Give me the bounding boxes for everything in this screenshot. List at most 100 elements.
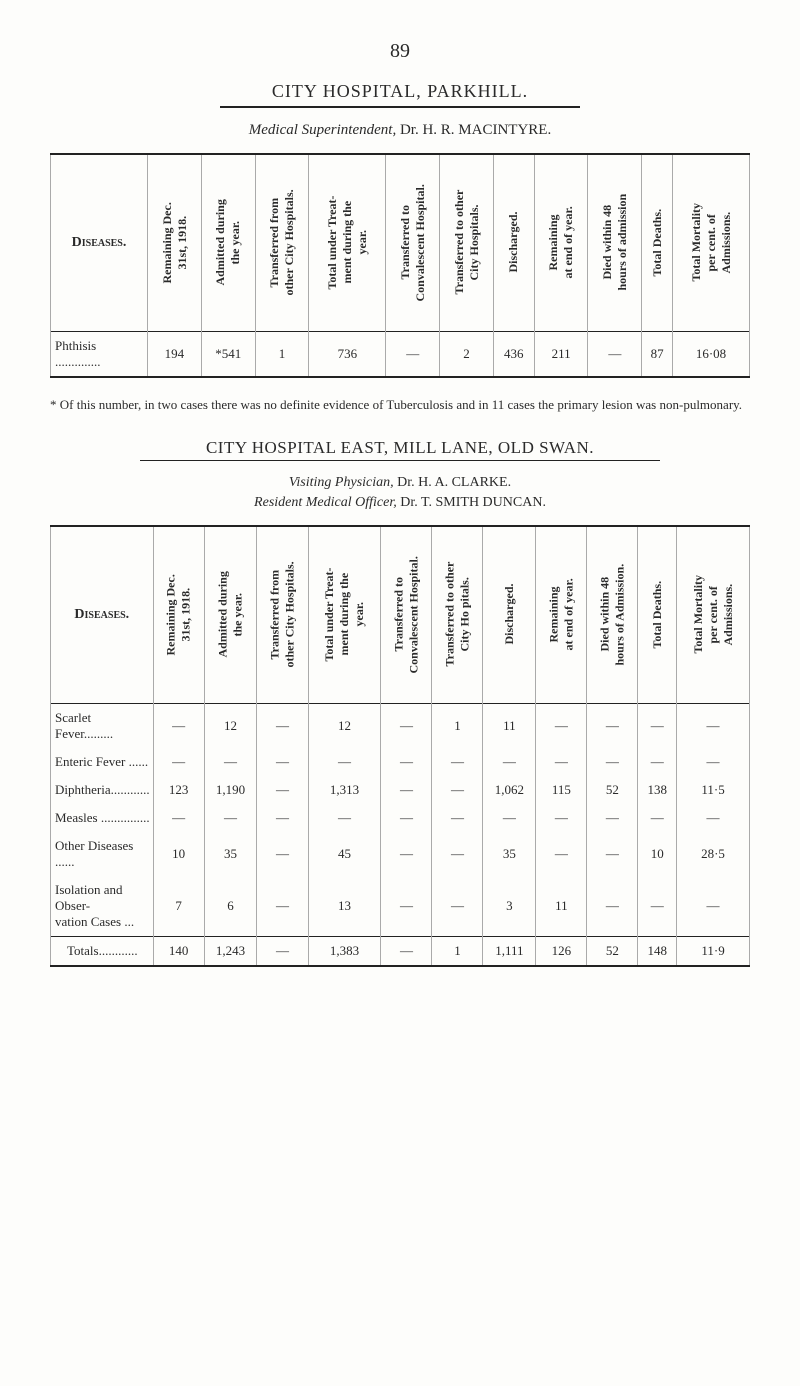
cell: — (587, 703, 638, 748)
section1-underline (220, 106, 580, 108)
cell: 6 (204, 876, 257, 937)
cell: — (432, 748, 483, 776)
cell: — (386, 332, 440, 378)
tot: 1,243 (204, 936, 257, 966)
cell: 1,313 (308, 776, 381, 804)
page-number: 89 (50, 40, 750, 63)
cell: 194 (148, 332, 202, 378)
section2-title: CITY HOSPITAL EAST, MILL LANE, OLD SWAN. (50, 438, 750, 458)
cell: — (381, 832, 432, 876)
tot: 140 (153, 936, 204, 966)
resident-line: Resident Medical Officer, Dr. T. SMITH D… (50, 495, 750, 511)
cell: — (587, 748, 638, 776)
cell: 45 (308, 832, 381, 876)
cell: 1 (432, 703, 483, 748)
table-row: Scarlet Fever.........—12—12—111———— (51, 703, 750, 748)
cell: 115 (536, 776, 587, 804)
cell: — (536, 832, 587, 876)
c2-h10: Total Mortality per cent. of Admissions. (677, 526, 750, 704)
col-h4: Transferred to Convalescent Hospital. (386, 154, 440, 332)
cell: 7 (153, 876, 204, 937)
resident-name: Dr. T. SMITH DUNCAN. (397, 495, 546, 510)
section1-title: CITY HOSPITAL, PARKHILL. (50, 81, 750, 102)
cell: 211 (534, 332, 588, 378)
cell: 10 (153, 832, 204, 876)
row-label: Isolation and Obser- vation Cases ... (51, 876, 154, 937)
col-diseases2: Diseases. (51, 526, 154, 704)
cell: — (381, 776, 432, 804)
tot: — (257, 936, 308, 966)
cell: — (677, 703, 750, 748)
row-label: Scarlet Fever......... (51, 703, 154, 748)
cell: — (677, 876, 750, 937)
col-h9: Total Deaths. (642, 154, 673, 332)
cell: 11 (483, 703, 536, 748)
cell: — (381, 748, 432, 776)
row-label: Other Diseases ...... (51, 832, 154, 876)
table-east: Diseases. Remaining Dec. 31st, 1918. Adm… (50, 525, 750, 967)
col-h3: Total under Treat- ment during the year. (309, 154, 386, 332)
visiting-line: Visiting Physician, Dr. H. A. CLARKE. (50, 475, 750, 491)
cell: 87 (642, 332, 673, 378)
cell: — (638, 804, 677, 832)
footnote: * Of this number, in two cases there was… (50, 396, 750, 414)
cell: — (483, 748, 536, 776)
tot: 1,383 (308, 936, 381, 966)
c2-h9: Total Deaths. (638, 526, 677, 704)
cell: 11 (536, 876, 587, 937)
c2-h5: Transferred to other City Ho pitals. (432, 526, 483, 704)
section2-underline (140, 460, 660, 461)
cell: — (432, 776, 483, 804)
c2-h4: Transferred to Convalescent Hospital. (381, 526, 432, 704)
col-h1: Admitted during the year. (201, 154, 255, 332)
cell: — (587, 804, 638, 832)
cell: 28·5 (677, 832, 750, 876)
cell: — (257, 876, 308, 937)
cell: 12 (204, 703, 257, 748)
superintendent-prefix: Medical Superintendent, (249, 122, 396, 138)
cell: — (483, 804, 536, 832)
c2-h8: Died within 48 hours of Admission. (587, 526, 638, 704)
c2-h7: Remaining at end of year. (536, 526, 587, 704)
cell: 436 (493, 332, 534, 378)
cell: 16·08 (673, 332, 750, 378)
col-h5: Transferred to other City Hospitals. (440, 154, 494, 332)
visiting-name: Dr. H. A. CLARKE. (394, 475, 511, 490)
cell: — (308, 748, 381, 776)
tot: 52 (587, 936, 638, 966)
cell: 123 (153, 776, 204, 804)
cell: — (677, 804, 750, 832)
table-row: Other Diseases ......1035—45——35——1028·5 (51, 832, 750, 876)
cell: 138 (638, 776, 677, 804)
table-row: Isolation and Obser- vation Cases ...76—… (51, 876, 750, 937)
col-h7: Remaining at end of year. (534, 154, 588, 332)
cell: 736 (309, 332, 386, 378)
cell: — (257, 832, 308, 876)
cell: — (257, 703, 308, 748)
cell: 11·5 (677, 776, 750, 804)
visiting-prefix: Visiting Physician, (289, 475, 394, 490)
cell: — (204, 804, 257, 832)
table-row: Phthisis .............. 194 *541 1 736 —… (51, 332, 750, 378)
table-row: Measles ...............——————————— (51, 804, 750, 832)
cell: — (677, 748, 750, 776)
c2-h0: Remaining Dec. 31st, 1918. (153, 526, 204, 704)
cell: 2 (440, 332, 494, 378)
cell: — (638, 703, 677, 748)
cell: — (536, 748, 587, 776)
cell: 3 (483, 876, 536, 937)
cell: *541 (201, 332, 255, 378)
col-h2: Transferred from other City Hospitals. (255, 154, 309, 332)
cell: 35 (483, 832, 536, 876)
table-row: Enteric Fever ......——————————— (51, 748, 750, 776)
totals-label: Totals............ (51, 936, 154, 966)
cell: 10 (638, 832, 677, 876)
col-h0: Remaining Dec. 31st, 1918. (148, 154, 202, 332)
c2-h3: Total under Treat- ment during the year. (308, 526, 381, 704)
superintendent-line: Medical Superintendent, Dr. H. R. MACINT… (50, 122, 750, 139)
cell: — (381, 876, 432, 937)
cell: — (204, 748, 257, 776)
cell: — (153, 748, 204, 776)
cell: — (536, 804, 587, 832)
col-h8: Died within 48 hours of admission (588, 154, 642, 332)
